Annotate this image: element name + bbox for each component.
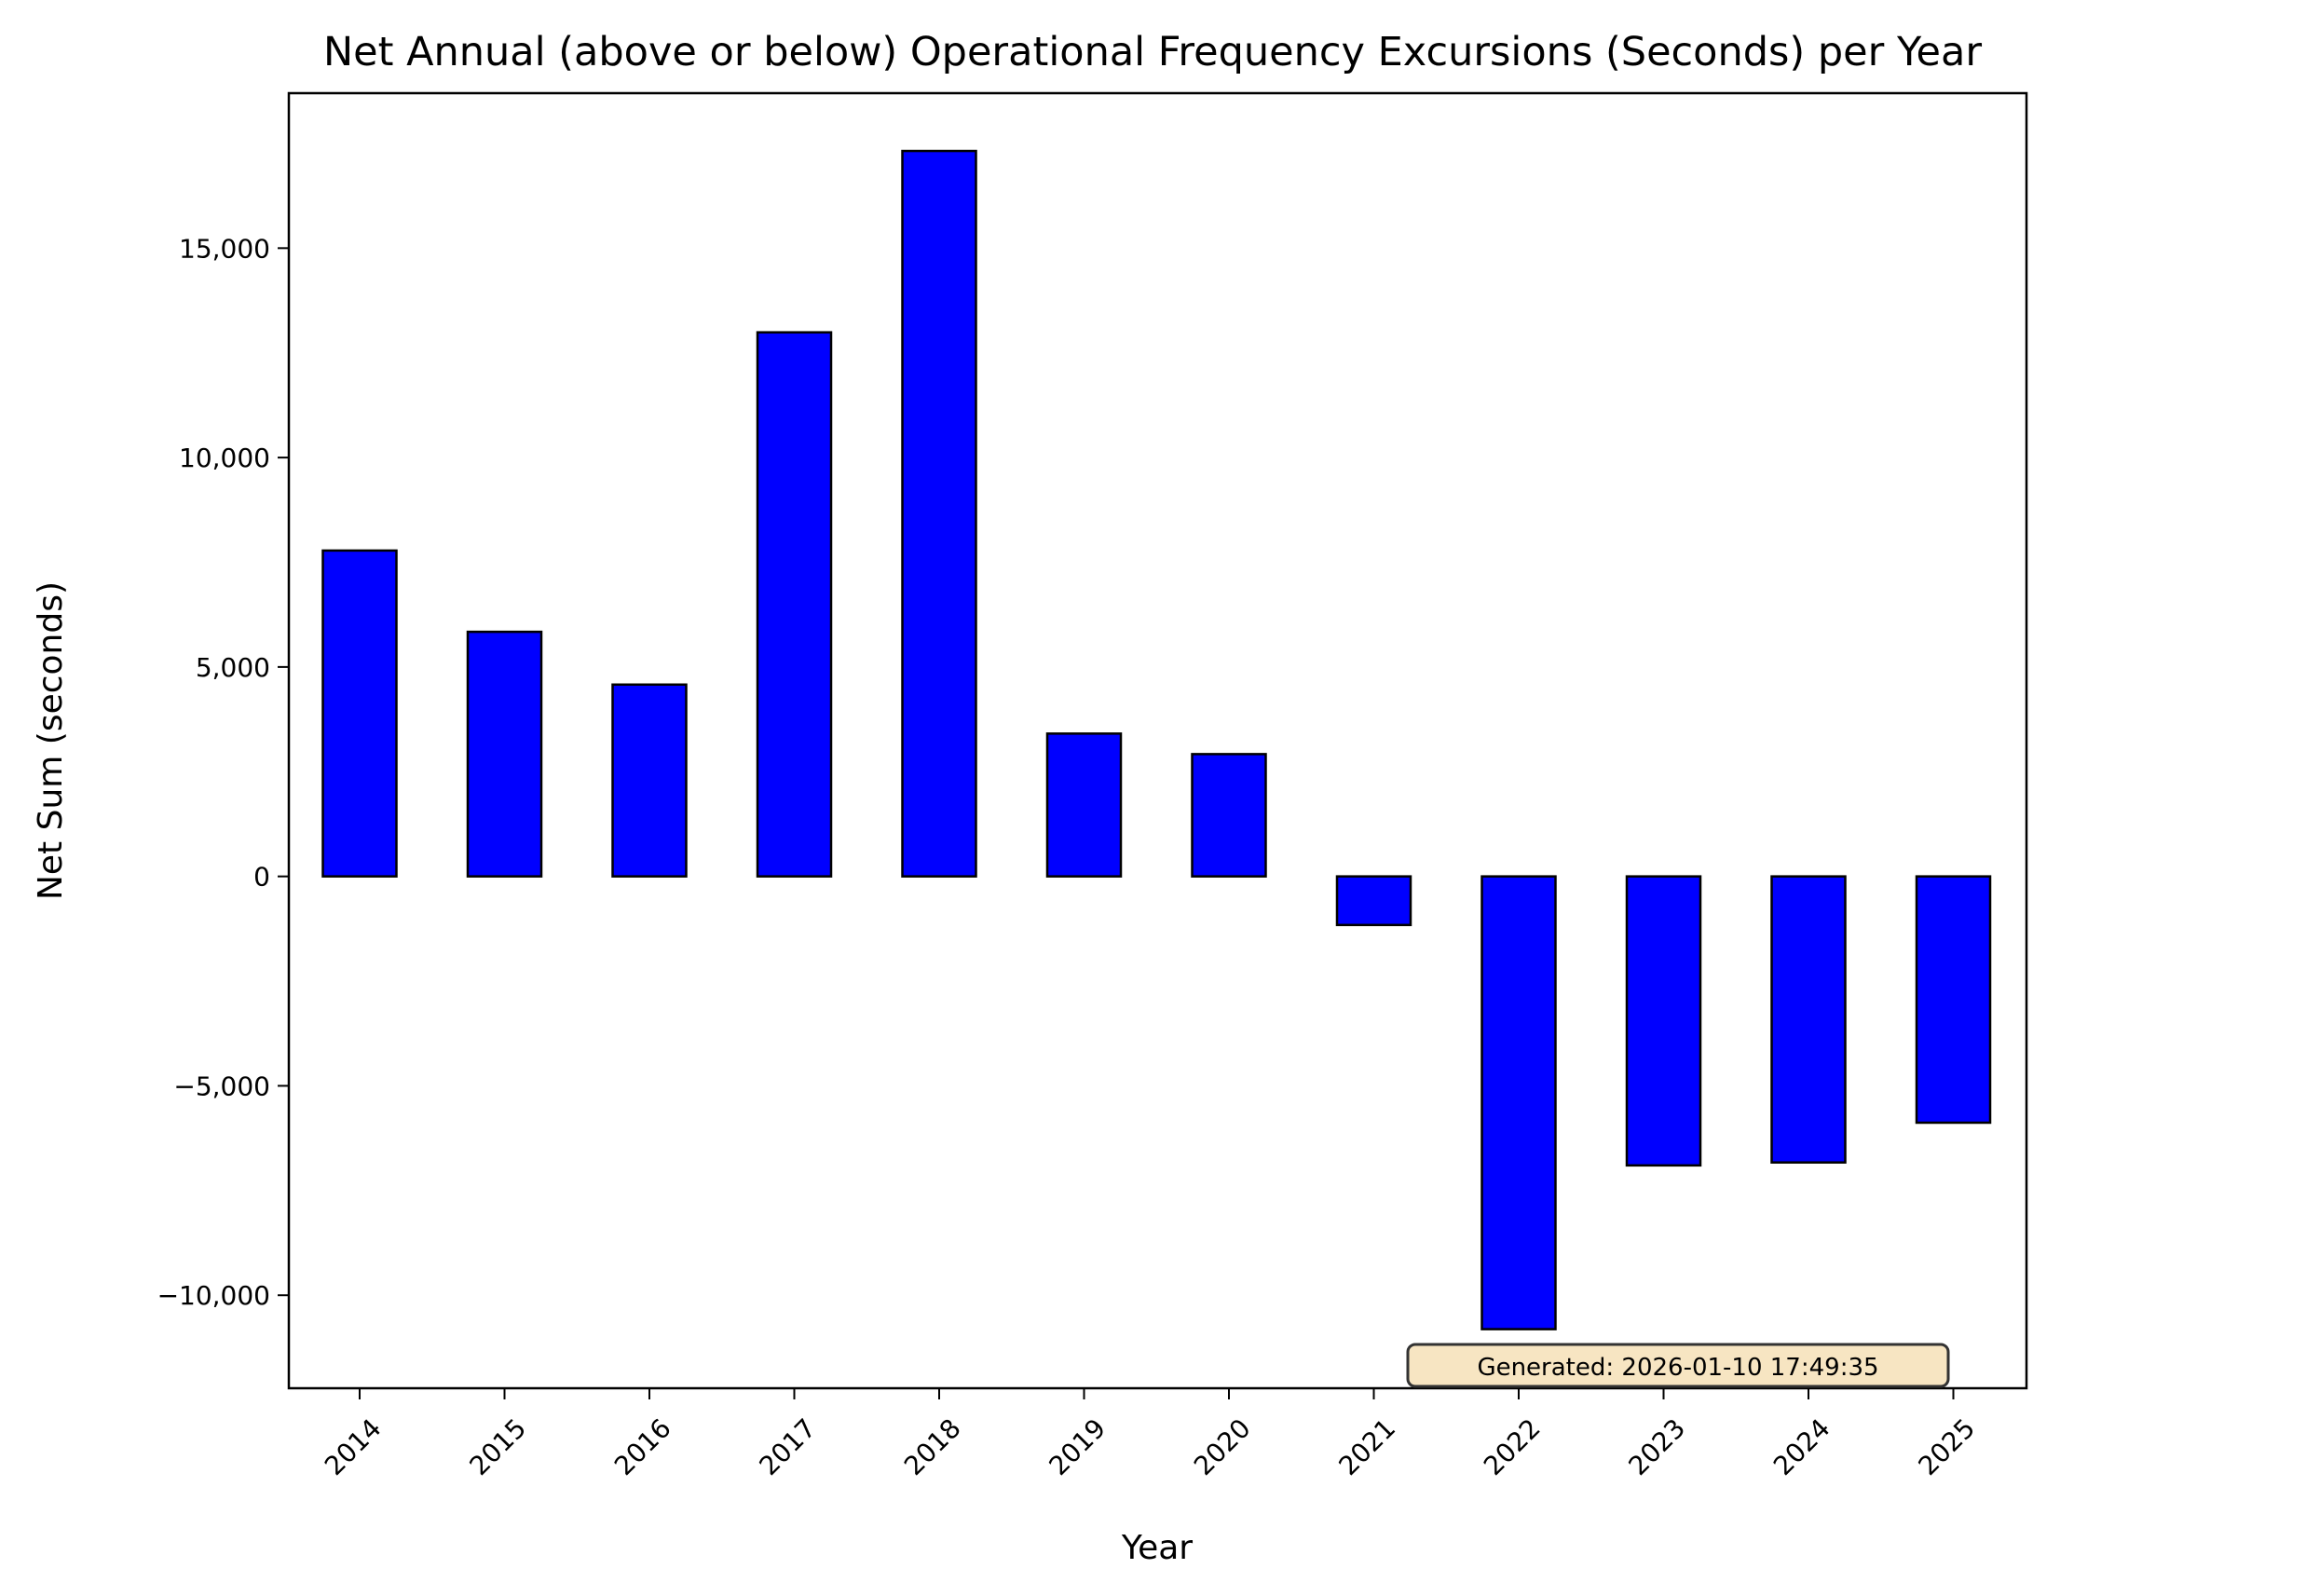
bar-2023: [1625, 875, 1702, 1167]
x-tick-label: 2018: [898, 1412, 967, 1481]
bar-2025: [1915, 875, 1992, 1125]
bar-2016: [611, 683, 688, 878]
x-tick-label: 2025: [1912, 1412, 1981, 1481]
bar-2019: [1045, 732, 1123, 878]
y-tick-label: −5,000: [173, 1071, 270, 1101]
x-tick-label: 2021: [1332, 1412, 1401, 1481]
bar-2017: [756, 331, 833, 878]
y-tick-label: −10,000: [157, 1280, 270, 1311]
y-tick-label: 10,000: [179, 443, 270, 473]
bar-2022: [1480, 875, 1557, 1330]
annotation-box: [1406, 1343, 1950, 1388]
x-tick-label: 2022: [1478, 1412, 1547, 1481]
y-tick-label: 5,000: [196, 652, 270, 683]
bar-2015: [466, 630, 543, 878]
generated-annotation: Generated: 2026-01-10 17:49:35: [1406, 1343, 1950, 1388]
bar-2024: [1770, 875, 1847, 1164]
annotation-text: Generated: 2026-01-10 17:49:35: [1477, 1354, 1878, 1382]
x-tick-label: 2020: [1188, 1412, 1257, 1481]
x-tick-label: 2023: [1622, 1412, 1691, 1481]
y-tick-label: 0: [253, 862, 270, 893]
bar-2020: [1191, 753, 1267, 878]
x-axis-label: Year: [1121, 1529, 1193, 1567]
y-axis-label: Net Sum (seconds): [32, 581, 70, 900]
y-tick-label: 15,000: [179, 233, 270, 264]
bar-2014: [321, 549, 398, 878]
x-tick-label: 2014: [319, 1412, 388, 1481]
x-tick-label: 2019: [1043, 1412, 1112, 1481]
bar-2018: [901, 149, 977, 878]
x-tick-label: 2017: [753, 1412, 822, 1481]
x-tick-label: 2015: [463, 1412, 532, 1481]
bar-2021: [1335, 875, 1412, 927]
chart-title: Net Annual (above or below) Operational …: [323, 29, 1982, 75]
x-tick-label: 2016: [608, 1412, 677, 1481]
plot-frame: [287, 91, 2028, 1390]
x-tick-label: 2024: [1767, 1412, 1836, 1481]
